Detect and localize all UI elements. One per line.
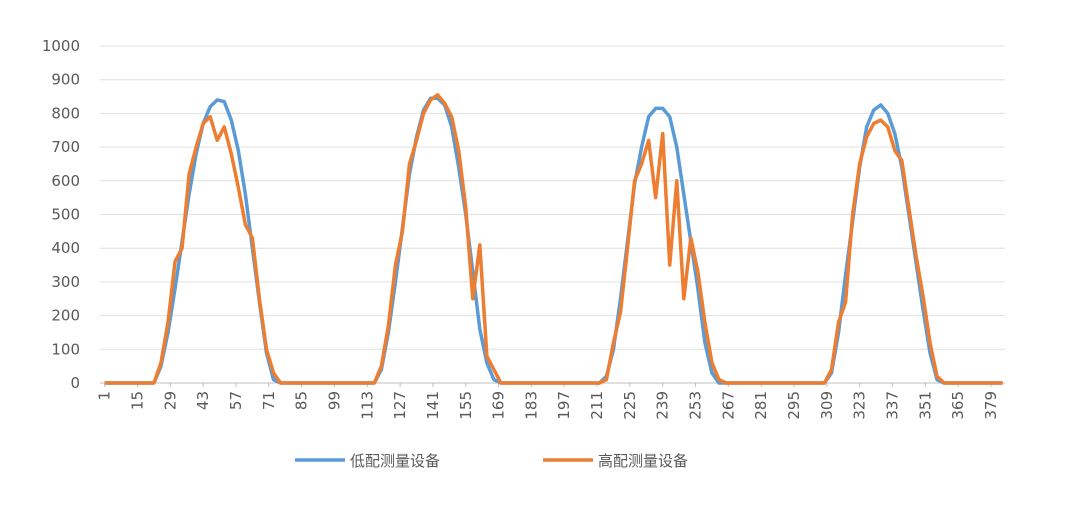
y-tick-label: 300 bbox=[51, 273, 80, 291]
x-tick-label: 57 bbox=[227, 391, 245, 410]
x-tick-label: 113 bbox=[358, 391, 376, 420]
x-tick-label: 323 bbox=[851, 391, 869, 420]
x-tick-label: 211 bbox=[588, 391, 606, 420]
y-tick-label: 200 bbox=[51, 307, 80, 325]
y-tick-label: 800 bbox=[51, 104, 80, 122]
x-tick-label: 267 bbox=[719, 391, 737, 420]
x-tick-label: 379 bbox=[982, 391, 1000, 420]
x-tick-label: 155 bbox=[457, 391, 475, 420]
x-tick-label: 127 bbox=[391, 391, 409, 420]
x-tick-label: 351 bbox=[916, 391, 934, 420]
x-tick-label: 337 bbox=[883, 391, 901, 420]
y-tick-label: 700 bbox=[51, 138, 80, 156]
data-line bbox=[104, 96, 1003, 385]
y-tick-label: 600 bbox=[51, 172, 80, 190]
x-tick-label: 141 bbox=[424, 391, 442, 420]
y-tick-label: 500 bbox=[51, 206, 80, 224]
y-tick-label: 400 bbox=[51, 239, 80, 257]
x-tick-label: 365 bbox=[949, 391, 967, 420]
y-tick-label: 100 bbox=[51, 340, 80, 358]
x-tick-label: 99 bbox=[325, 391, 343, 410]
x-tick-label: 253 bbox=[687, 391, 705, 420]
x-tick-label: 197 bbox=[555, 391, 573, 420]
x-tick-label: 29 bbox=[161, 391, 179, 410]
x-tick-label: 169 bbox=[490, 391, 508, 420]
x-tick-label: 225 bbox=[621, 391, 639, 420]
legend-label: 低配测量设备 bbox=[350, 452, 440, 470]
x-tick-label: 71 bbox=[260, 391, 278, 410]
x-tick-label: 295 bbox=[785, 391, 803, 420]
x-tick-label: 309 bbox=[818, 391, 836, 420]
x-tick-label: 1 bbox=[96, 391, 114, 401]
x-tick-label: 239 bbox=[654, 391, 672, 420]
x-tick-label: 183 bbox=[522, 391, 540, 420]
data-line bbox=[104, 93, 1003, 385]
x-tick-label: 281 bbox=[752, 391, 770, 420]
y-tick-label: 900 bbox=[51, 71, 80, 89]
y-tick-label: 1000 bbox=[42, 37, 80, 55]
legend-label: 高配测量设备 bbox=[598, 452, 688, 470]
x-tick-label: 15 bbox=[129, 391, 147, 410]
x-tick-label: 85 bbox=[293, 391, 311, 410]
y-tick-label: 0 bbox=[70, 374, 80, 392]
x-tick-label: 43 bbox=[194, 391, 212, 410]
